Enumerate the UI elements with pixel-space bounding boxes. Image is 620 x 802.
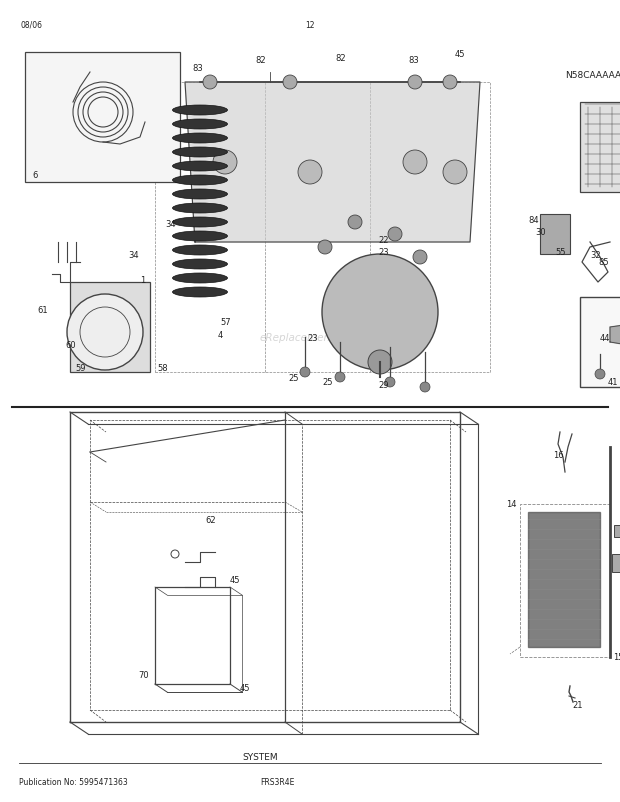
Text: Publication No: 5995471363: Publication No: 5995471363 (19, 777, 127, 787)
Text: 44: 44 (600, 334, 611, 342)
Circle shape (348, 216, 362, 229)
Circle shape (67, 294, 143, 371)
Text: 45: 45 (455, 50, 466, 59)
Text: 57: 57 (220, 318, 231, 326)
Circle shape (283, 76, 297, 90)
Circle shape (420, 383, 430, 392)
Ellipse shape (172, 134, 228, 144)
Circle shape (413, 251, 427, 265)
Circle shape (408, 76, 422, 90)
Text: 85: 85 (598, 257, 609, 267)
Text: 55: 55 (555, 248, 565, 257)
Ellipse shape (172, 260, 228, 269)
Ellipse shape (172, 288, 228, 298)
Bar (540, 215, 570, 255)
Polygon shape (185, 83, 480, 243)
Text: 58: 58 (157, 363, 167, 373)
Text: 84: 84 (528, 216, 539, 225)
Circle shape (385, 378, 395, 387)
Ellipse shape (172, 176, 228, 186)
Text: 41: 41 (608, 378, 619, 387)
Text: 82: 82 (335, 54, 345, 63)
Text: 45: 45 (230, 575, 241, 585)
Bar (580, 103, 620, 192)
Circle shape (595, 370, 605, 379)
Bar (614, 525, 620, 537)
Text: 82: 82 (255, 56, 265, 65)
Text: 29: 29 (378, 380, 389, 390)
Ellipse shape (172, 162, 228, 172)
Text: 62: 62 (205, 516, 216, 525)
Circle shape (318, 241, 332, 255)
Text: 83: 83 (192, 64, 203, 73)
Ellipse shape (172, 148, 228, 158)
Circle shape (443, 160, 467, 184)
Text: 08/06: 08/06 (20, 21, 42, 30)
Text: 34: 34 (165, 220, 175, 229)
Text: 22: 22 (378, 236, 389, 245)
Ellipse shape (172, 190, 228, 200)
Text: 61: 61 (37, 306, 48, 314)
Ellipse shape (172, 106, 228, 115)
Text: 6: 6 (32, 171, 37, 180)
Ellipse shape (172, 119, 228, 130)
Text: 70: 70 (138, 670, 149, 679)
Bar (25, 53, 180, 183)
Text: 4: 4 (218, 330, 223, 339)
Text: 25: 25 (322, 378, 332, 387)
Ellipse shape (172, 204, 228, 214)
Circle shape (203, 76, 217, 90)
Text: 25: 25 (288, 374, 298, 383)
Text: 12: 12 (305, 21, 315, 30)
Text: N58CAAAAA10: N58CAAAAA10 (565, 71, 620, 80)
Text: 30: 30 (535, 228, 546, 237)
Text: 83: 83 (408, 56, 419, 65)
Ellipse shape (172, 232, 228, 241)
Polygon shape (528, 512, 600, 647)
Bar (520, 504, 610, 657)
Text: 21: 21 (572, 700, 583, 709)
Text: 15: 15 (613, 652, 620, 661)
Circle shape (298, 160, 322, 184)
Text: 14: 14 (506, 500, 516, 508)
Text: FRS3R4E: FRS3R4E (260, 777, 294, 787)
Text: 23: 23 (378, 248, 389, 257)
Text: 23: 23 (307, 334, 317, 342)
Bar (612, 554, 620, 573)
Circle shape (335, 373, 345, 383)
Polygon shape (610, 322, 620, 347)
Circle shape (368, 350, 392, 375)
Ellipse shape (172, 217, 228, 228)
Text: SYSTEM: SYSTEM (242, 751, 278, 761)
Circle shape (388, 228, 402, 241)
Text: 45: 45 (240, 683, 250, 692)
Text: 60: 60 (65, 341, 76, 350)
Bar (70, 282, 150, 373)
Text: 1: 1 (140, 276, 145, 285)
Text: 16: 16 (553, 451, 564, 460)
Circle shape (213, 151, 237, 175)
Text: 59: 59 (75, 363, 86, 373)
Bar (580, 298, 620, 387)
Ellipse shape (172, 273, 228, 284)
Text: 34: 34 (128, 251, 139, 260)
Circle shape (403, 151, 427, 175)
Circle shape (322, 255, 438, 371)
Text: eReplacementParts.com: eReplacementParts.com (260, 333, 387, 342)
Text: 32: 32 (590, 251, 601, 260)
Circle shape (443, 76, 457, 90)
Ellipse shape (172, 245, 228, 256)
Circle shape (300, 367, 310, 378)
